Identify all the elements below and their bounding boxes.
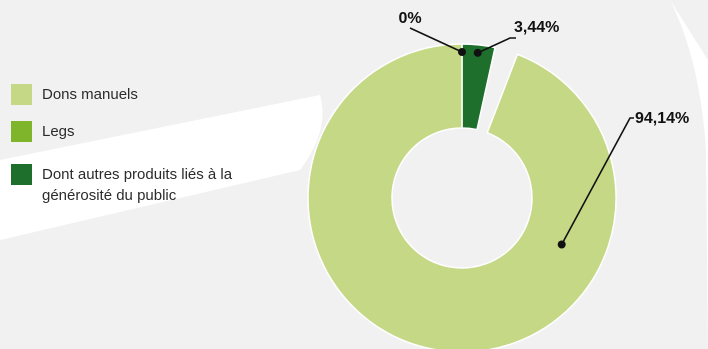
label-legs: 0% (398, 10, 421, 27)
label-dons-manuels: 94,14% (635, 110, 689, 127)
legend: Dons manuels Legs Dont autres produits l… (11, 0, 301, 349)
legend-label-legs: Legs (42, 123, 75, 140)
legend-swatch-legs (11, 121, 32, 142)
leader-dot-dons-manuels (557, 240, 566, 249)
leader-dot-autres-produits (473, 48, 482, 57)
data-labels: 3,44% 0% 94,14% (398, 10, 689, 127)
slice-dons-manuels (307, 43, 617, 349)
label-autres-produits: 3,44% (514, 19, 559, 36)
leader-lines (409, 27, 634, 249)
legend-swatch-autres-produits (11, 164, 32, 185)
legend-label-dons-manuels: Dons manuels (42, 86, 138, 103)
legend-swatch-dons-manuels (11, 84, 32, 105)
leader-dot-legs (458, 48, 466, 56)
leader-line-dons-manuels (560, 117, 634, 245)
slice-autres-produits (461, 43, 496, 131)
donut-slices (307, 43, 617, 349)
legend-item-dons-manuels: Dons manuels (11, 84, 287, 105)
leader-line-legs (409, 27, 463, 53)
leader-line-autres-produits (477, 37, 516, 54)
legend-item-legs: Legs (11, 121, 287, 142)
legend-item-autres-produits: Dont autres produits liés à la générosit… (11, 164, 287, 206)
legend-label-autres-produits: Dont autres produits liés à la générosit… (42, 166, 233, 204)
